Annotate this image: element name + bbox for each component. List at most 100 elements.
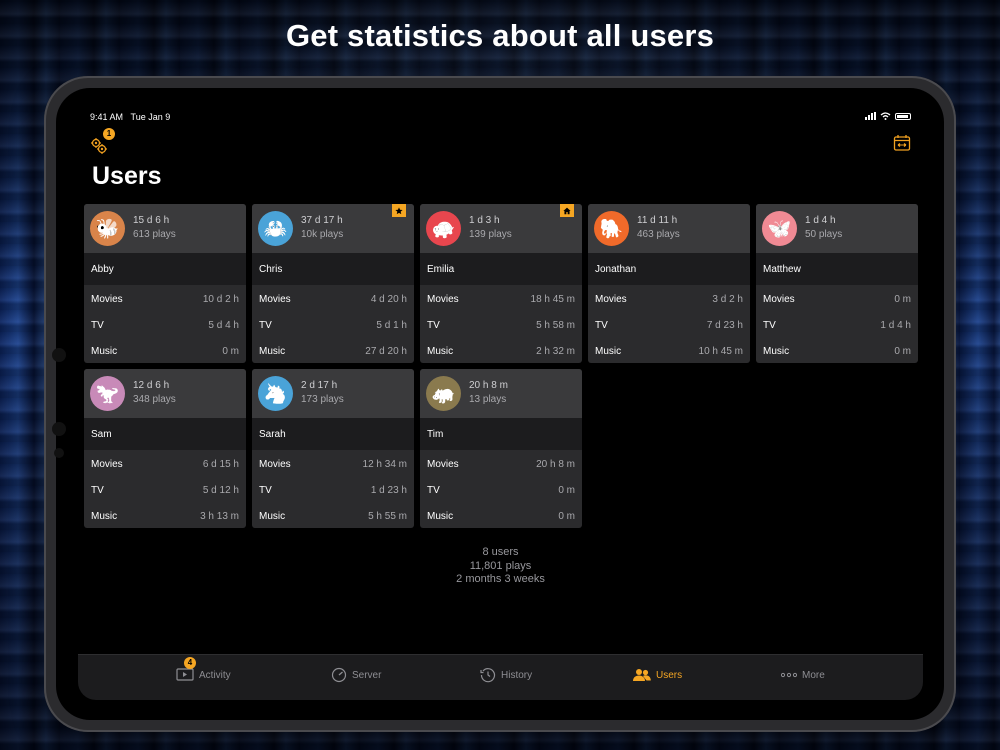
turtle-avatar-icon: 🐢 [426, 211, 461, 246]
user-card[interactable]: 🐢 1 d 3 h 139 plays Emilia Movies 18 h 45 m TV… [420, 204, 582, 363]
user-plays: 463 plays [637, 229, 680, 240]
user-movies-row: Movies 3 d 2 h [595, 294, 743, 305]
settings-button[interactable]: 1 [90, 128, 115, 154]
user-movies-time: 20 h 8 m [536, 459, 575, 470]
user-music-time: 10 h 45 m [698, 346, 743, 357]
user-music-row: Music 5 h 55 m [259, 511, 407, 522]
user-total-time: 1 d 3 h [469, 215, 500, 226]
user-music-time: 27 d 20 h [365, 346, 407, 357]
user-tv-row: TV 5 d 12 h [91, 485, 239, 496]
user-tv-time: 0 m [558, 485, 575, 496]
user-tv-row: TV 1 d 23 h [259, 485, 407, 496]
user-card-header: 🦀 37 d 17 h 10k plays [252, 204, 414, 253]
user-movies-row: Movies 20 h 8 m [427, 459, 575, 470]
user-total-time: 37 d 17 h [301, 215, 343, 226]
tab-users[interactable]: Users [633, 663, 682, 687]
user-name: Abby [84, 253, 246, 285]
user-card-header: 🦛 20 h 8 m 13 plays [420, 369, 582, 418]
user-movies-row: Movies 6 d 15 h [91, 459, 239, 470]
user-music-time: 0 m [558, 511, 575, 522]
settings-badge: 1 [103, 128, 115, 140]
user-card-header: 🐝 15 d 6 h 613 plays [84, 204, 246, 253]
user-tv-row: TV 5 d 4 h [91, 320, 239, 331]
tab-server[interactable]: Server [331, 663, 381, 687]
side-button [52, 348, 66, 362]
user-music-row: Music 3 h 13 m [91, 511, 239, 522]
user-card[interactable]: 🦀 37 d 17 h 10k plays Chris Movies 4 d 20 h TV… [252, 204, 414, 363]
user-tv-row: TV 5 d 1 h [259, 320, 407, 331]
user-music-time: 5 h 55 m [368, 511, 407, 522]
user-name: Sam [84, 418, 246, 450]
butterfly-avatar-icon: 🦋 [762, 211, 797, 246]
user-movies-row: Movies 0 m [763, 294, 911, 305]
user-total-time: 20 h 8 m [469, 380, 508, 391]
summary-plays: 11,801 plays [469, 559, 532, 572]
side-button [52, 422, 66, 436]
user-tv-time: 5 d 1 h [376, 320, 407, 331]
user-name: Jonathan [588, 253, 750, 285]
user-card-header: 🦖 12 d 6 h 348 plays [84, 369, 246, 418]
calendar-button[interactable] [893, 134, 911, 152]
elephant-avatar-icon: 🐘 [594, 211, 629, 246]
user-music-row: Music 0 m [91, 346, 239, 357]
activity-badge: 4 [184, 657, 196, 669]
user-movies-time: 3 d 2 h [712, 294, 743, 305]
user-tv-row: TV 7 d 23 h [595, 320, 743, 331]
user-total-time: 1 d 4 h [805, 215, 836, 226]
status-time: 9:41 AM Tue Jan 9 [90, 112, 171, 122]
user-music-time: 3 h 13 m [200, 511, 239, 522]
history-clock-icon [480, 668, 496, 683]
gauge-icon [331, 667, 347, 683]
user-card-header: 🦋 1 d 4 h 50 plays [756, 204, 918, 253]
user-movies-time: 0 m [894, 294, 911, 305]
tab-bar: 4 Activity Server History Users More [78, 654, 923, 700]
unicorn-avatar-icon: 🦄 [258, 376, 293, 411]
tab-history[interactable]: History [480, 663, 532, 687]
user-tv-time: 1 d 4 h [880, 320, 911, 331]
user-plays: 613 plays [133, 229, 176, 240]
user-card[interactable]: 🐘 11 d 11 h 463 plays Jonathan Movies 3 d 2 h… [588, 204, 750, 363]
user-total-time: 11 d 11 h [637, 215, 678, 226]
user-movies-time: 12 h 34 m [362, 459, 407, 470]
signal-icon [865, 112, 876, 120]
user-music-row: Music 0 m [427, 511, 575, 522]
users-icon [633, 669, 651, 681]
user-tv-row: TV 5 h 58 m [427, 320, 575, 331]
user-card[interactable]: 🐝 15 d 6 h 613 plays Abby Movies 10 d 2 h TV 5 … [84, 204, 246, 363]
tab-more[interactable]: More [781, 663, 825, 687]
user-music-time: 0 m [894, 346, 911, 357]
star-icon [392, 204, 406, 217]
user-plays: 50 plays [805, 229, 843, 240]
user-tv-time: 5 d 12 h [202, 485, 239, 496]
user-movies-time: 6 d 15 h [202, 459, 239, 470]
tab-activity[interactable]: 4 Activity [176, 657, 231, 687]
user-movies-row: Movies 4 d 20 h [259, 294, 407, 305]
user-card[interactable]: 🦛 20 h 8 m 13 plays Tim Movies 20 h 8 m TV 0 m M… [420, 369, 582, 528]
more-dots-icon [781, 672, 797, 678]
side-button [54, 448, 64, 458]
user-music-time: 0 m [222, 346, 239, 357]
user-card-header: 🐘 11 d 11 h 463 plays [588, 204, 750, 253]
user-movies-row: Movies 10 d 2 h [91, 294, 239, 305]
play-screen-icon [176, 668, 194, 681]
user-movies-row: Movies 18 h 45 m [427, 294, 575, 305]
user-card[interactable]: 🦋 1 d 4 h 50 plays Matthew Movies 0 m TV 1 d 4 … [756, 204, 918, 363]
user-tv-row: TV 1 d 4 h [763, 320, 911, 331]
crab-avatar-icon: 🦀 [258, 211, 293, 246]
user-name: Tim [420, 418, 582, 450]
user-card[interactable]: 🦖 12 d 6 h 348 plays Sam Movies 6 d 15 h TV 5 d… [84, 369, 246, 528]
user-plays: 173 plays [301, 394, 344, 405]
user-card[interactable]: 🦄 2 d 17 h 173 plays Sarah Movies 12 h 34 m TV… [252, 369, 414, 528]
battery-icon [895, 112, 911, 120]
user-card-header: 🐢 1 d 3 h 139 plays [420, 204, 582, 253]
wifi-icon [880, 112, 891, 120]
user-tv-time: 5 h 58 m [536, 320, 575, 331]
user-plays: 10k plays [301, 229, 344, 240]
user-total-time: 12 d 6 h [133, 380, 170, 391]
user-music-row: Music 2 h 32 m [427, 346, 575, 357]
home-icon [560, 204, 574, 217]
bee-avatar-icon: 🐝 [90, 211, 125, 246]
user-plays: 139 plays [469, 229, 512, 240]
user-plays: 348 plays [133, 394, 176, 405]
user-total-time: 15 d 6 h [133, 215, 170, 226]
